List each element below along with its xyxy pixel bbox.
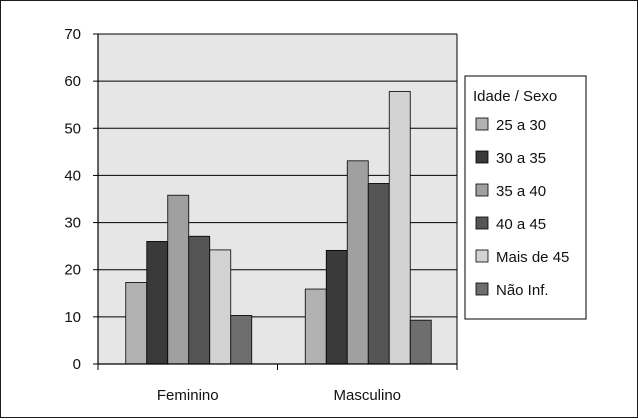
legend-box (464, 75, 587, 320)
x-tick-label: Feminino (157, 387, 219, 404)
bar (304, 288, 327, 365)
y-tick-label: 20 (64, 262, 81, 279)
y-tick-label: 70 (64, 26, 81, 43)
y-tick-label: 40 (64, 167, 81, 184)
bar (209, 249, 232, 365)
legend-swatch (475, 183, 489, 197)
bar (388, 91, 411, 365)
legend-item-label: 30 a 35 (496, 150, 546, 167)
legend-item-label: 40 a 45 (496, 216, 546, 233)
legend-swatch (475, 216, 489, 230)
legend-item-label: 35 a 40 (496, 183, 546, 200)
y-tick-label: 30 (64, 215, 81, 232)
y-tick-label: 50 (64, 120, 81, 137)
y-tick-label: 0 (73, 356, 81, 373)
legend-title: Idade / Sexo (473, 88, 557, 105)
legend-swatch (475, 249, 489, 263)
bar (230, 315, 253, 365)
legend-item-label: Mais de 45 (496, 249, 569, 266)
legend-swatch (475, 150, 489, 164)
bar (367, 183, 390, 365)
bar (409, 319, 432, 365)
bar (146, 241, 169, 365)
x-tick-label: Masculino (333, 387, 401, 404)
bar (167, 194, 190, 365)
legend-swatch (475, 117, 489, 131)
bar (346, 160, 369, 365)
bar (188, 235, 211, 365)
legend-item-label: 25 a 30 (496, 117, 546, 134)
bar (125, 282, 148, 365)
y-tick-label: 10 (64, 309, 81, 326)
legend-item-label: Não Inf. (496, 282, 549, 299)
legend-swatch (475, 282, 489, 296)
bar (325, 249, 348, 365)
y-tick-label: 60 (64, 73, 81, 90)
